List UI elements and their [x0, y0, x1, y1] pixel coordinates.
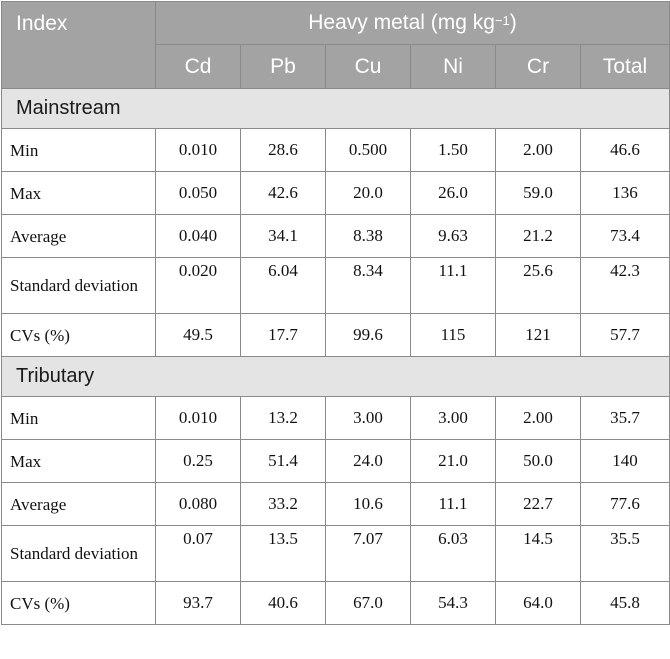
row-label: Standard deviation	[1, 525, 156, 582]
cell-value: 99.6	[325, 313, 411, 357]
row-label: CVs (%)	[1, 581, 156, 625]
cell-value: 0.080	[155, 482, 241, 526]
cell-value: 45.8	[579, 581, 670, 625]
row-label: Max	[1, 439, 156, 483]
cell-value: 3.00	[410, 396, 496, 440]
cell-value: 42.3	[579, 257, 670, 314]
cell-value: 8.34	[325, 257, 411, 314]
cell-value: 0.500	[325, 128, 411, 172]
cell-value: 10.6	[325, 482, 411, 526]
cell-value: 46.6	[579, 128, 670, 172]
cell-value: 14.5	[495, 525, 581, 582]
cell-value: 13.5	[240, 525, 326, 582]
heavy-metal-header: Heavy metal (mg kg−1)	[154, 1, 670, 45]
cell-value: 50.0	[495, 439, 581, 483]
cell-value: 3.00	[325, 396, 411, 440]
table-row: Standard deviation 0.07 13.5 7.07 6.03 1…	[1, 525, 670, 582]
cell-value: 2.00	[495, 396, 581, 440]
cell-value: 13.2	[240, 396, 326, 440]
cell-value: 0.010	[155, 128, 241, 172]
table-row: Average 0.080 33.2 10.6 11.1 22.7 77.6	[1, 482, 670, 526]
cell-value: 140	[579, 439, 670, 483]
row-label: CVs (%)	[1, 313, 156, 357]
unit-exponent: −1	[494, 13, 510, 28]
cell-value: 35.5	[579, 525, 670, 582]
column-header-cr: Cr	[495, 44, 581, 89]
cell-value: 17.7	[240, 313, 326, 357]
cell-value: 136	[579, 171, 670, 215]
cell-value: 6.04	[240, 257, 326, 314]
heavy-metal-header-text: Heavy metal (mg kg	[308, 11, 495, 34]
cell-value: 59.0	[495, 171, 581, 215]
table-row: Min 0.010 13.2 3.00 3.00 2.00 35.7	[1, 396, 670, 440]
cell-value: 9.63	[410, 214, 496, 258]
row-label: Max	[1, 171, 156, 215]
column-header-cu: Cu	[325, 44, 411, 89]
cell-value: 2.00	[495, 128, 581, 172]
index-header: Index	[1, 1, 156, 89]
cell-value: 77.6	[579, 482, 670, 526]
cell-value: 115	[410, 313, 496, 357]
row-label: Average	[1, 214, 156, 258]
column-header-ni: Ni	[410, 44, 496, 89]
section-title-mainstream: Mainstream	[0, 88, 670, 129]
cell-value: 0.010	[155, 396, 241, 440]
cell-value: 34.1	[240, 214, 326, 258]
cell-value: 0.25	[155, 439, 241, 483]
cell-value: 22.7	[495, 482, 581, 526]
table-row: Max 0.25 51.4 24.0 21.0 50.0 140	[1, 439, 670, 483]
table-row: Standard deviation 0.020 6.04 8.34 11.1 …	[1, 257, 670, 314]
cell-value: 73.4	[579, 214, 670, 258]
cell-value: 0.07	[155, 525, 241, 582]
cell-value: 0.050	[155, 171, 241, 215]
cell-value: 0.020	[155, 257, 241, 314]
cell-value: 6.03	[410, 525, 496, 582]
row-label: Min	[1, 396, 156, 440]
row-label: Min	[1, 128, 156, 172]
row-label: Average	[1, 482, 156, 526]
cell-value: 42.6	[240, 171, 326, 215]
cell-value: 54.3	[410, 581, 496, 625]
column-header-cd: Cd	[155, 44, 241, 89]
cell-value: 35.7	[579, 396, 670, 440]
table-row: CVs (%) 93.7 40.6 67.0 54.3 64.0 45.8	[1, 581, 670, 625]
cell-value: 24.0	[325, 439, 411, 483]
cell-value: 67.0	[325, 581, 411, 625]
cell-value: 0.040	[155, 214, 241, 258]
cell-value: 11.1	[410, 482, 496, 526]
table-row: Max 0.050 42.6 20.0 26.0 59.0 136	[1, 171, 670, 215]
heavy-metal-table: Index Heavy metal (mg kg−1) Cd Pb Cu Ni …	[0, 1, 670, 625]
column-header-total: Total	[579, 44, 670, 89]
cell-value: 49.5	[155, 313, 241, 357]
cell-value: 33.2	[240, 482, 326, 526]
cell-value: 25.6	[495, 257, 581, 314]
cell-value: 121	[495, 313, 581, 357]
cell-value: 26.0	[410, 171, 496, 215]
heavy-metal-header-close: )	[509, 11, 517, 34]
cell-value: 64.0	[495, 581, 581, 625]
cell-value: 28.6	[240, 128, 326, 172]
cell-value: 40.6	[240, 581, 326, 625]
cell-value: 20.0	[325, 171, 411, 215]
cell-value: 93.7	[155, 581, 241, 625]
cell-value: 7.07	[325, 525, 411, 582]
cell-value: 1.50	[410, 128, 496, 172]
row-label: Standard deviation	[1, 257, 156, 314]
table-row: Min 0.010 28.6 0.500 1.50 2.00 46.6	[1, 128, 670, 172]
cell-value: 21.2	[495, 214, 581, 258]
cell-value: 57.7	[579, 313, 670, 357]
table-row: Average 0.040 34.1 8.38 9.63 21.2 73.4	[1, 214, 670, 258]
cell-value: 11.1	[410, 257, 496, 314]
cell-value: 8.38	[325, 214, 411, 258]
table-row: CVs (%) 49.5 17.7 99.6 115 121 57.7	[1, 313, 670, 357]
column-header-pb: Pb	[240, 44, 326, 89]
cell-value: 51.4	[240, 439, 326, 483]
section-title-tributary: Tributary	[0, 356, 670, 397]
cell-value: 21.0	[410, 439, 496, 483]
